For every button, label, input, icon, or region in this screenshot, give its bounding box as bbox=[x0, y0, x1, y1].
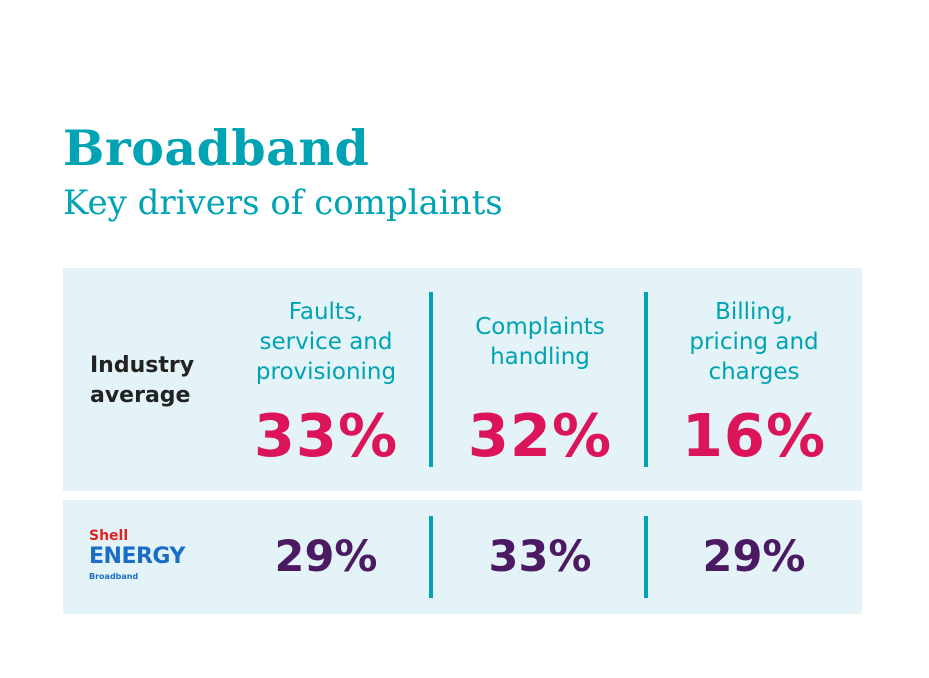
column-divider bbox=[429, 292, 433, 467]
category-label-faults: Faults, service and provisioning bbox=[255, 299, 397, 385]
column-divider bbox=[644, 516, 648, 598]
chart-title: Broadband bbox=[63, 119, 370, 177]
logo-broadband-text: Broadband bbox=[89, 572, 139, 581]
industry-average-panel: Industry average Faults, service and pro… bbox=[63, 268, 862, 491]
industry-average-label: Industry average bbox=[90, 353, 195, 408]
shell-value-billing: 29% bbox=[702, 532, 806, 582]
shell-value-complaints-handling: 33% bbox=[488, 532, 592, 582]
category-label-complaints-handling: Complaints handling bbox=[475, 314, 605, 370]
industry-value-billing: 16% bbox=[681, 401, 827, 470]
chart-subtitle: Key drivers of complaints bbox=[63, 183, 503, 223]
industry-value-complaints-handling: 32% bbox=[467, 401, 613, 470]
column-divider bbox=[429, 516, 433, 598]
logo-shell-text: Shell bbox=[89, 528, 129, 544]
column-divider bbox=[644, 292, 648, 467]
category-label-billing: Billing, pricing and charges bbox=[689, 299, 819, 385]
shell-energy-panel: Shell ENERGY Broadband 29% 33% 29% bbox=[63, 500, 862, 614]
logo-energy-text: ENERGY bbox=[89, 544, 185, 569]
shell-value-faults: 29% bbox=[274, 532, 378, 582]
shell-energy-broadband-logo: Shell ENERGY Broadband bbox=[89, 528, 209, 588]
industry-value-faults: 33% bbox=[253, 401, 399, 470]
